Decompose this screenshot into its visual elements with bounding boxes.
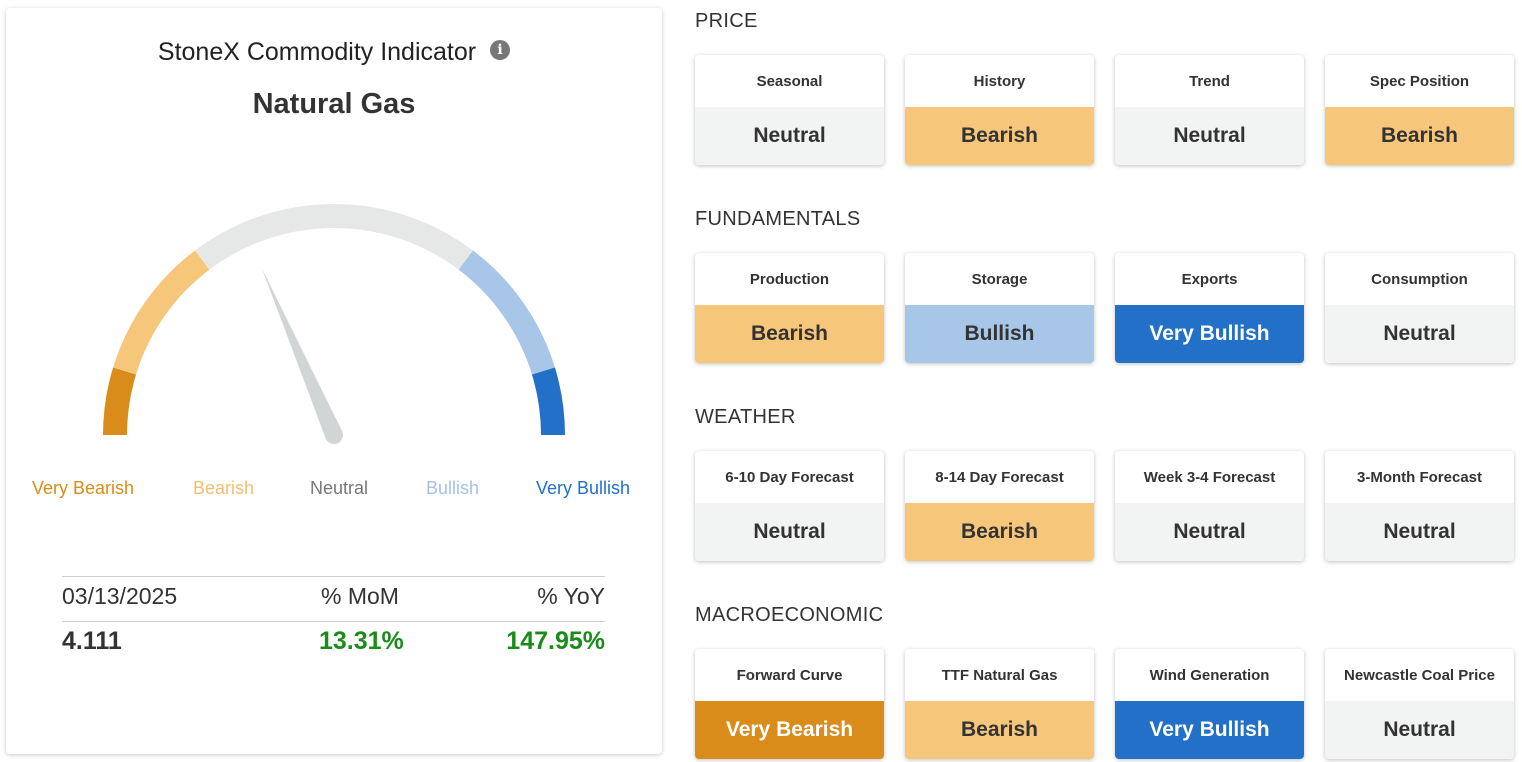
indicator-tile-storage[interactable]: Storage Bullish	[905, 253, 1094, 363]
stats-divider-middle	[62, 621, 605, 622]
tile-status: Neutral	[1325, 701, 1514, 759]
gauge-label-bullish: Bullish	[426, 478, 480, 498]
tile-label: Exports	[1181, 270, 1238, 288]
indicator-tile-exports[interactable]: Exports Very Bullish	[1115, 253, 1304, 363]
tile-status: Neutral	[1325, 305, 1514, 363]
indicator-tile-newcastle-coal-price[interactable]: Newcastle Coal Price Neutral	[1325, 649, 1514, 759]
tile-label: History	[973, 72, 1026, 90]
indicator-tile-week-3-4-forecast[interactable]: Week 3-4 Forecast Neutral	[1115, 451, 1304, 561]
indicator-tile-seasonal[interactable]: Seasonal Neutral	[695, 55, 884, 165]
indicator-tile-consumption[interactable]: Consumption Neutral	[1325, 253, 1514, 363]
stats-divider-top	[62, 576, 605, 577]
stats-mom-label: % MoM	[321, 583, 399, 609]
stats-price: 4.111	[62, 627, 122, 655]
tile-label: Week 3-4 Forecast	[1143, 468, 1276, 486]
tile-status: Very Bullish	[1115, 305, 1304, 363]
indicator-tile-ttf-natural-gas[interactable]: TTF Natural Gas Bearish	[905, 649, 1094, 759]
tile-status: Neutral	[695, 107, 884, 165]
sentiment-gauge	[103, 204, 565, 444]
tile-label: TTF Natural Gas	[941, 666, 1058, 684]
section-title-price: PRICE	[695, 10, 758, 32]
tile-status: Neutral	[1115, 107, 1304, 165]
tile-status: Bearish	[1325, 107, 1514, 165]
tile-label: 8-14 Day Forecast	[935, 468, 1064, 486]
tile-status: Bearish	[905, 107, 1094, 165]
tile-status: Neutral	[1325, 503, 1514, 561]
tile-label: Forward Curve	[736, 666, 843, 684]
stats-yoy-value: 147.95%	[506, 627, 605, 655]
tile-label: Newcastle Coal Price	[1344, 666, 1495, 684]
tile-label: Trend	[1189, 72, 1230, 90]
gauge-segment-very-bearish	[103, 367, 137, 436]
tile-status: Bullish	[905, 305, 1094, 363]
indicator-tile-8-14-day-forecast[interactable]: 8-14 Day Forecast Bearish	[905, 451, 1094, 561]
section-title-weather: WEATHER	[695, 406, 796, 428]
gauge-label-very-bearish: Very Bearish	[32, 478, 135, 498]
indicator-tile-forward-curve[interactable]: Forward Curve Very Bearish	[695, 649, 884, 759]
tile-status: Neutral	[1115, 503, 1304, 561]
commodity-name: Natural Gas	[252, 88, 416, 120]
gauge-needle	[261, 267, 343, 439]
stats-yoy-label: % YoY	[537, 583, 605, 609]
section-title-fundamentals: FUNDAMENTALS	[695, 208, 861, 230]
indicator-tile-6-10-day-forecast[interactable]: 6-10 Day Forecast Neutral	[695, 451, 884, 561]
tile-status: Bearish	[695, 305, 884, 363]
tile-label: Wind Generation	[1149, 666, 1270, 684]
gauge-segment-bearish	[113, 250, 210, 375]
indicator-tile-production[interactable]: Production Bearish	[695, 253, 884, 363]
indicator-tile-3-month-forecast[interactable]: 3-Month Forecast Neutral	[1325, 451, 1514, 561]
section-title-macroeconomic: MACROECONOMIC	[695, 604, 884, 626]
tile-label: Consumption	[1371, 270, 1468, 288]
gauge-label-very-bullish: Very Bullish	[536, 478, 631, 498]
gauge-needle-hub	[325, 426, 343, 444]
gauge-segment-bullish	[458, 250, 555, 375]
tile-status: Very Bullish	[1115, 701, 1304, 759]
indicator-tile-spec-position[interactable]: Spec Position Bearish	[1325, 55, 1514, 165]
indicator-tile-wind-generation[interactable]: Wind Generation Very Bullish	[1115, 649, 1304, 759]
indicator-title-row: StoneX Commodity Indicator i	[0, 38, 668, 67]
indicator-tile-history[interactable]: History Bearish	[905, 55, 1094, 165]
tile-label: Spec Position	[1369, 72, 1470, 90]
tile-status: Neutral	[695, 503, 884, 561]
info-icon[interactable]: i	[490, 40, 511, 60]
tile-label: Storage	[971, 270, 1028, 288]
indicator-title: StoneX Commodity Indicator	[157, 38, 477, 66]
gauge-segment-very-bullish	[531, 367, 565, 436]
stats-mom-value: 13.31%	[319, 627, 404, 655]
tile-label: Seasonal	[756, 72, 823, 90]
gauge-segment-neutral	[194, 204, 474, 270]
gauge-label-neutral: Neutral	[310, 478, 369, 498]
tile-label: 3-Month Forecast	[1356, 468, 1482, 486]
stats-date: 03/13/2025	[62, 583, 178, 609]
tile-status: Bearish	[905, 503, 1094, 561]
tile-label: Production	[749, 270, 830, 288]
gauge-label-bearish: Bearish	[193, 478, 255, 498]
tile-label: 6-10 Day Forecast	[725, 468, 854, 486]
indicator-tile-trend[interactable]: Trend Neutral	[1115, 55, 1304, 165]
tile-status: Bearish	[905, 701, 1094, 759]
tile-status: Very Bearish	[695, 701, 884, 759]
